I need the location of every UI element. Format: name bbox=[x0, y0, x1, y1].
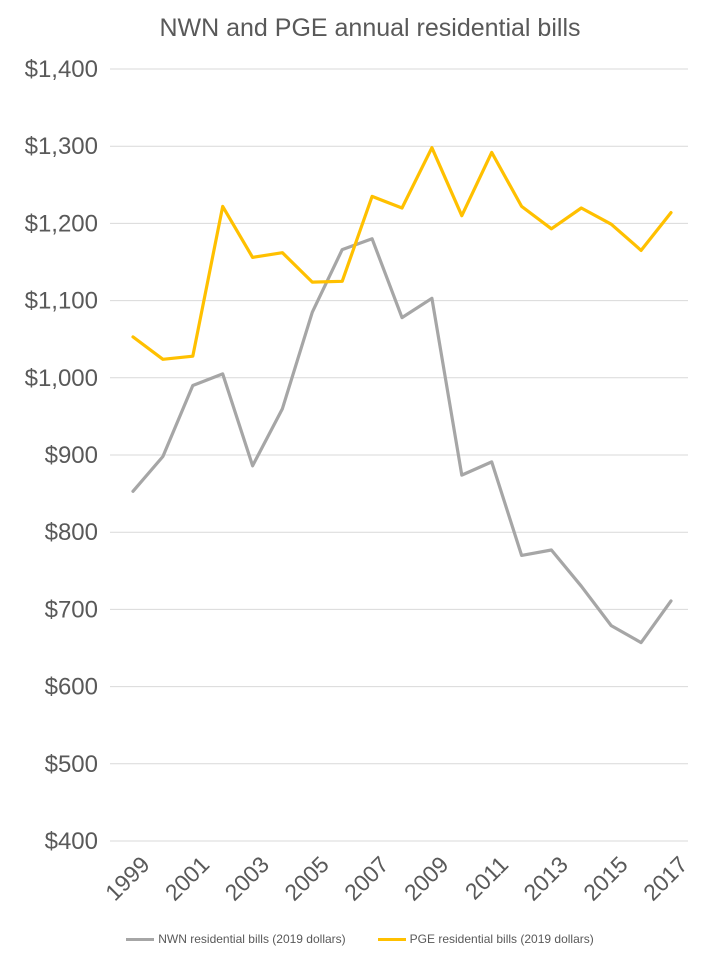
x-tick-label: 2001 bbox=[160, 851, 215, 906]
y-tick-label: $700 bbox=[45, 596, 98, 623]
line-chart-plot-area: $400 $500 $600 $700 $800 $900 $1,000 $1,100 $1,2… bbox=[25, 56, 693, 906]
x-tick-label: 2011 bbox=[460, 851, 513, 904]
pge-series-line bbox=[131, 146, 673, 361]
chart-title: NWN and PGE annual residential bills bbox=[159, 14, 581, 42]
legend-item-nwn: NWN residential bills (2019 dollars) bbox=[126, 932, 346, 946]
y-tick-label: $500 bbox=[45, 751, 98, 778]
x-tick-label: 2003 bbox=[220, 851, 275, 906]
y-tick-label: $400 bbox=[45, 828, 98, 855]
x-tick-label: 2015 bbox=[578, 851, 633, 906]
x-tick-label: 1999 bbox=[100, 851, 155, 906]
legend-item-pge: PGE residential bills (2019 dollars) bbox=[377, 932, 594, 946]
y-tick-label: $1,000 bbox=[25, 365, 98, 392]
y-tick-label: $600 bbox=[45, 674, 98, 701]
x-tick-label: 2013 bbox=[518, 851, 573, 906]
y-tick-label: $900 bbox=[45, 442, 98, 469]
legend-label-pge: PGE residential bills (2019 dollars) bbox=[409, 932, 594, 946]
nwn-line-swatch bbox=[126, 937, 155, 941]
x-tick-label: 2009 bbox=[399, 851, 454, 906]
y-tick-label: $1,100 bbox=[25, 288, 98, 315]
x-tick-label: 2005 bbox=[279, 851, 334, 906]
x-tick-label: 2007 bbox=[339, 851, 394, 906]
y-tick-label: $1,200 bbox=[25, 210, 98, 237]
legend-label-nwn: NWN residential bills (2019 dollars) bbox=[158, 932, 346, 946]
y-tick-label: $800 bbox=[45, 519, 98, 546]
pge-line-swatch bbox=[377, 937, 406, 941]
legend: NWN residential bills (2019 dollars) PGE… bbox=[0, 932, 720, 946]
y-tick-label: $1,300 bbox=[25, 133, 98, 160]
y-tick-label: $1,400 bbox=[25, 56, 98, 83]
x-tick-label: 2017 bbox=[638, 851, 693, 906]
nwn-series-line bbox=[131, 237, 673, 645]
